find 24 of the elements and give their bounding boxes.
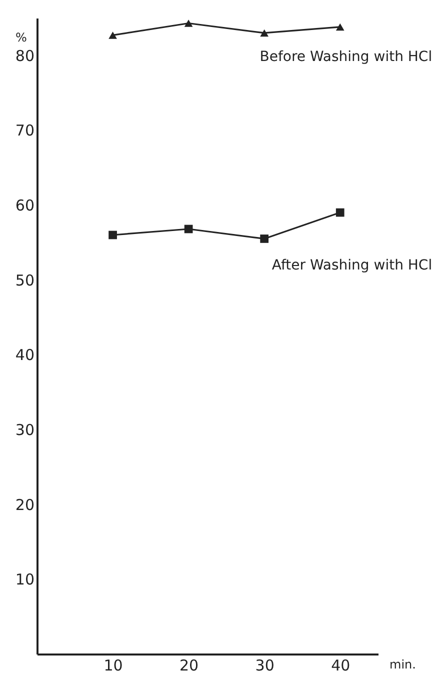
x-axis-title: min. [390, 658, 416, 672]
point [108, 230, 117, 240]
point [108, 32, 117, 39]
x-tick-label: 40 [331, 656, 350, 674]
y-tick-label: 10 [15, 570, 34, 589]
point [336, 23, 344, 31]
y-tick-label: 60 [15, 196, 34, 215]
y-tick-label: 40 [15, 346, 34, 364]
x-tick-label: 10 [104, 656, 123, 674]
series-label: After Washing with HCl [272, 258, 432, 274]
y-tick-label: 30 [15, 421, 34, 440]
point [184, 20, 193, 27]
point [260, 234, 269, 243]
x-tick-label: 30 [255, 656, 274, 674]
point [260, 29, 269, 37]
y-axis-title: % [16, 30, 27, 44]
point [184, 224, 193, 234]
series-label: Before Washing with HCl [260, 48, 432, 65]
y-tick-label: 50 [15, 271, 34, 290]
y-tick-label: 80 [15, 46, 34, 65]
y-tick-label: 20 [15, 496, 34, 514]
point [336, 208, 344, 217]
y-tick-label: 70 [15, 122, 34, 140]
x-tick-label: 20 [180, 656, 199, 674]
